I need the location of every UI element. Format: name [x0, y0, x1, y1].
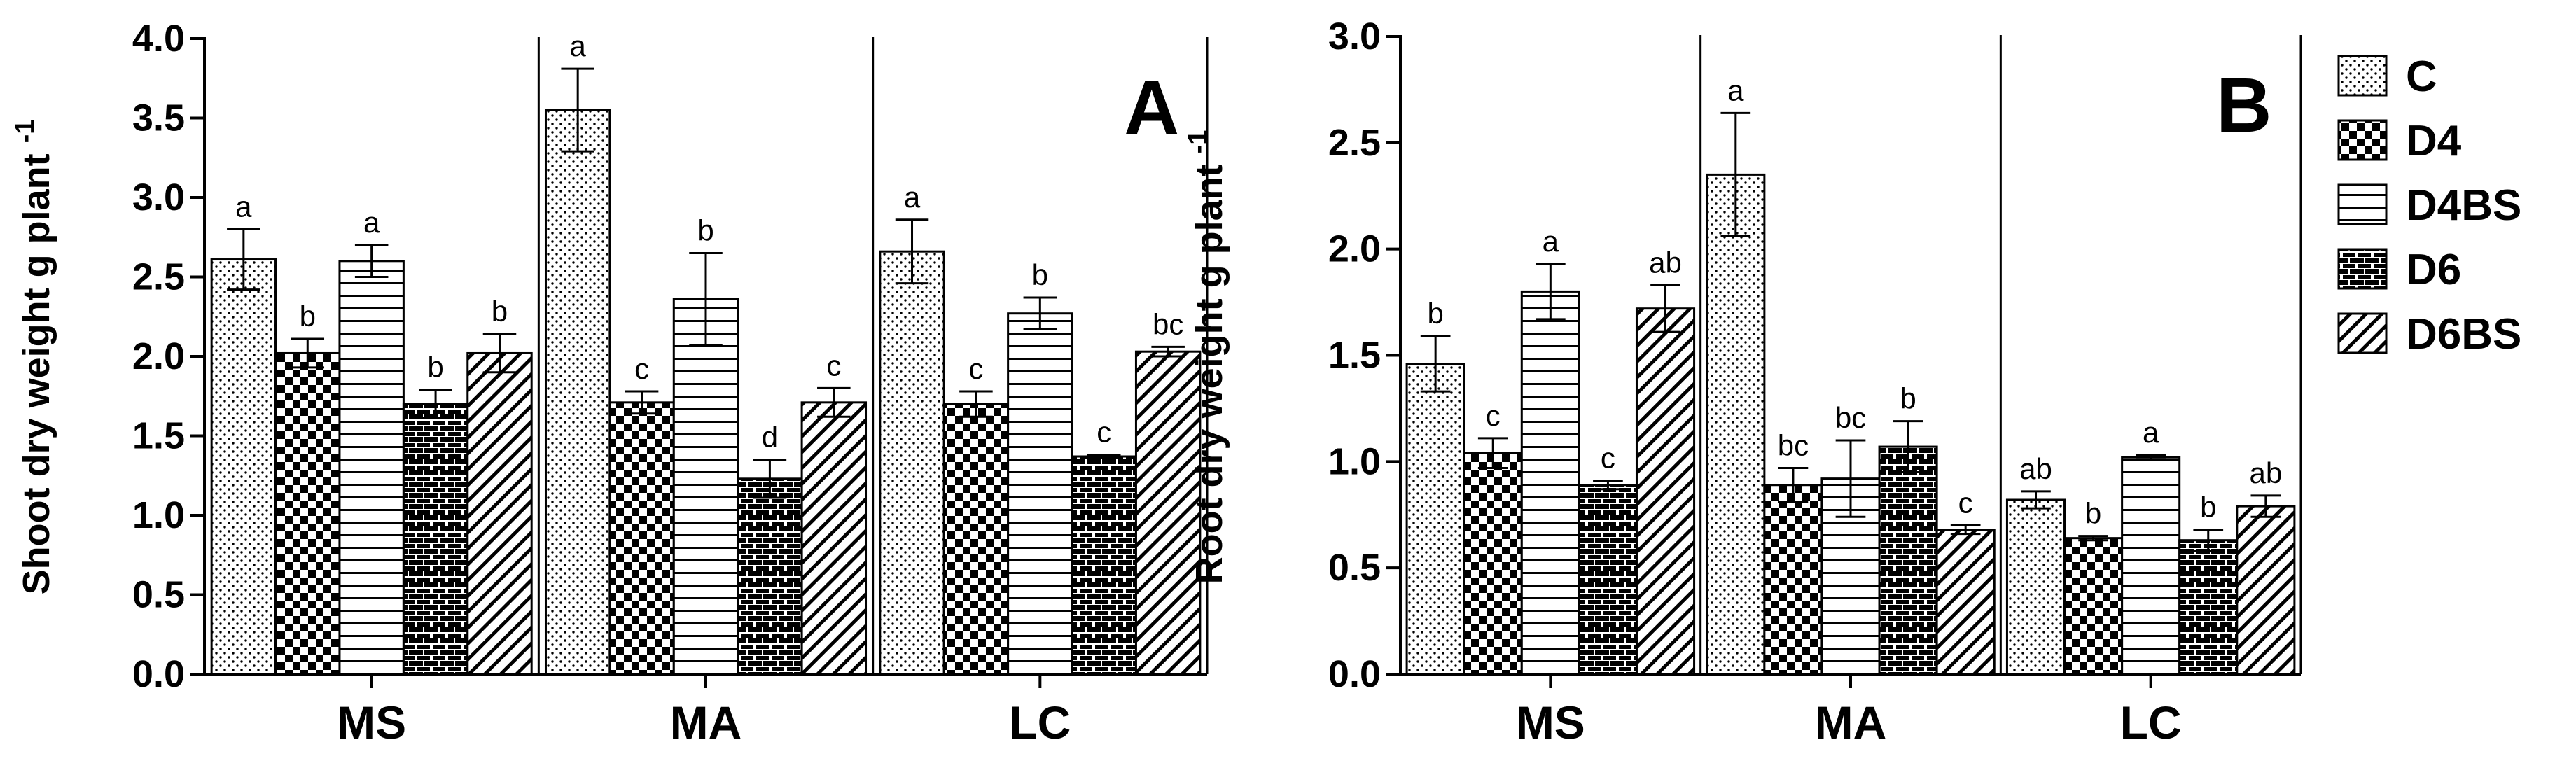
- bar-d6: [402, 403, 469, 676]
- chart-shoot-dry-weight: 0.0 0.5 1.0 1.5 2.0 2.5 3.0 3.5 4.0 Shoot dry wei…: [11, 18, 1209, 748]
- x-tick-label: MA: [670, 697, 742, 748]
- significance-letter: ab: [2249, 456, 2282, 489]
- x-tick-label: LC: [1009, 697, 1071, 748]
- bar-d6bs: [1134, 350, 1202, 676]
- bar-d4: [2063, 537, 2124, 676]
- y-tick-label: 1.5: [132, 415, 185, 457]
- bar-d6bs: [1635, 307, 1696, 676]
- bar-d6: [1578, 484, 1638, 676]
- significance-letter: b: [697, 214, 713, 246]
- legend-swatch-c: [2337, 55, 2388, 97]
- significance-letter: c: [1096, 416, 1111, 449]
- significance-letter: a: [235, 190, 252, 223]
- legend-swatch-d6: [2337, 248, 2388, 290]
- bar-d4bs: [2121, 456, 2181, 676]
- bar-d6bs: [800, 401, 868, 676]
- bar-d6: [737, 477, 803, 676]
- significance-letter: c: [1958, 486, 1973, 519]
- panel-label: A: [1124, 65, 1179, 151]
- significance-letter: b: [492, 295, 508, 328]
- y-tick-label: 1.0: [1328, 440, 1381, 482]
- bar-d6: [1878, 445, 1938, 676]
- bar-c: [544, 109, 611, 676]
- y-tick-label: 1.5: [1328, 335, 1381, 377]
- y-tick-label: 0.0: [1328, 653, 1381, 695]
- y-tick-label: 3.0: [1328, 15, 1381, 57]
- bar-c: [879, 250, 945, 676]
- legend-label-d6: D6: [2406, 246, 2461, 294]
- legend-label-d4bs: D4BS: [2406, 181, 2521, 230]
- y-tick-label: 1.0: [132, 494, 185, 536]
- y-tick-label: 4.0: [132, 18, 185, 60]
- significance-letter: b: [427, 351, 443, 384]
- legend-swatch-d6bs: [2337, 312, 2388, 354]
- bar-d4: [1463, 452, 1523, 676]
- y-tick-label: 2.0: [132, 335, 185, 377]
- significance-letter: bc: [1835, 401, 1866, 434]
- significance-letter: a: [1543, 225, 1559, 258]
- bar-d6bs: [466, 351, 533, 676]
- bar-d4bs: [338, 260, 405, 676]
- y-tick-label: 2.0: [1328, 228, 1381, 270]
- significance-letter: c: [968, 352, 983, 385]
- legend-swatch-d4: [2337, 119, 2388, 161]
- chart-root-dry-weight: 0.0 0.5 1.0 1.5 2.0 2.5 3.0 Root dry weight g p…: [1183, 15, 2302, 748]
- y-tick-label: 0.5: [132, 574, 185, 616]
- y-axis-label: Shoot dry weight g plant -1: [11, 120, 57, 595]
- y-tick-label: 3.5: [132, 97, 185, 139]
- y-tick-label: 2.5: [1328, 122, 1381, 164]
- significance-letter: c: [634, 352, 649, 385]
- bar-c: [2005, 498, 2066, 676]
- bar-d4: [274, 351, 341, 676]
- significance-letter: ab: [1649, 246, 1682, 279]
- significance-letter: a: [363, 206, 380, 239]
- x-tick-label: MS: [337, 697, 406, 748]
- bar-d4: [942, 403, 1010, 676]
- bar-c: [210, 258, 277, 676]
- bar-d6: [1071, 455, 1137, 676]
- y-tick-label: 0.5: [1328, 547, 1381, 589]
- significance-letter: bc: [1778, 428, 1809, 461]
- y-tick-label: 2.5: [132, 256, 185, 298]
- legend-label-d4: D4: [2406, 117, 2462, 165]
- legend: C D4 D4BS D6 D6BS: [2337, 53, 2521, 358]
- significance-letter: ab: [2019, 452, 2052, 485]
- significance-letter: a: [2143, 416, 2159, 449]
- bar-d6bs: [2236, 505, 2296, 676]
- bar-d4: [1763, 484, 1823, 676]
- bar-d4bs: [672, 298, 739, 676]
- legend-swatch-d4bs: [2337, 183, 2388, 225]
- significance-letter: b: [1427, 297, 1443, 330]
- bar-c: [1405, 363, 1465, 676]
- bar-d6bs: [1935, 529, 1996, 676]
- significance-letter: b: [2200, 491, 2216, 524]
- significance-letter: c: [1486, 399, 1501, 432]
- significance-letter: bc: [1153, 307, 1183, 340]
- x-tick-label: MS: [1516, 697, 1585, 748]
- significance-letter: b: [1900, 382, 1916, 415]
- bar-d4: [608, 401, 675, 676]
- legend-label-c: C: [2406, 53, 2437, 101]
- panel-label: B: [2216, 62, 2271, 148]
- bar-d4bs: [1520, 290, 1580, 676]
- legend-label-d6bs: D6BS: [2406, 310, 2521, 358]
- significance-letter: c: [826, 349, 841, 382]
- y-tick-label: 0.0: [132, 653, 185, 695]
- x-tick-label: LC: [2120, 697, 2182, 748]
- significance-letter: a: [570, 29, 587, 62]
- significance-letter: c: [1601, 442, 1615, 475]
- bar-d6: [2178, 539, 2239, 676]
- bar-c: [1706, 173, 1766, 676]
- x-tick-label: MA: [1815, 697, 1887, 748]
- y-tick-label: 3.0: [132, 176, 185, 218]
- significance-letter: a: [904, 181, 921, 214]
- y-axis-label: Root dry weight g plant -1: [1183, 130, 1230, 585]
- significance-letter: a: [1727, 74, 1744, 106]
- bar-d4bs: [1007, 312, 1073, 676]
- significance-letter: d: [762, 421, 778, 454]
- significance-letter: b: [300, 300, 316, 333]
- significance-letter: b: [2085, 497, 2101, 530]
- significance-letter: b: [1032, 258, 1048, 291]
